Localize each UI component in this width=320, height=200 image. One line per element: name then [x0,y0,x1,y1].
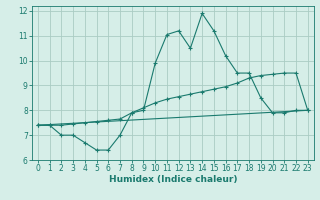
X-axis label: Humidex (Indice chaleur): Humidex (Indice chaleur) [108,175,237,184]
